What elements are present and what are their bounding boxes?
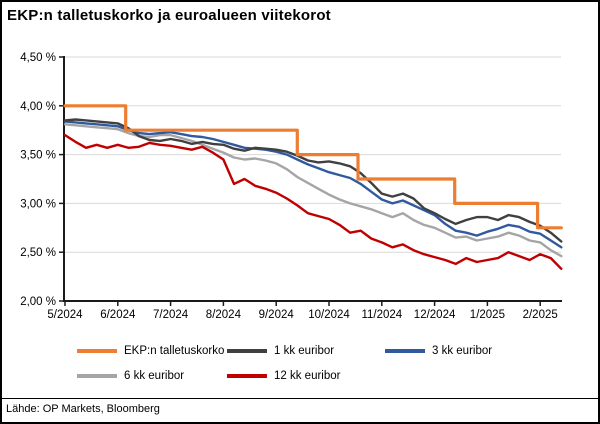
legend-line-swatch xyxy=(227,349,267,353)
y-tick-label: 2,00 % xyxy=(20,296,56,308)
legend-item-3-kk-euribor: 3 kk euribor xyxy=(385,345,492,357)
series-line-1-kk-euribor xyxy=(63,118,563,243)
series-line-3-kk-euribor xyxy=(63,120,563,249)
series-line-12-kk-euribor xyxy=(63,133,563,270)
x-tick-label: 5/2024 xyxy=(47,309,83,321)
legend-item-12-kk-euribor: 12 kk euribor xyxy=(227,370,340,382)
y-tick-label: 3,50 % xyxy=(20,150,56,162)
legend-label: EKP:n talletuskorko xyxy=(124,345,225,357)
y-tick-label: 4,00 % xyxy=(20,101,56,113)
x-tick-label: 2/2025 xyxy=(523,309,558,321)
series-line-ekp-n-talletuskorko xyxy=(63,104,563,230)
x-tick-label: 11/2024 xyxy=(361,309,402,321)
legend-label: 3 kk euribor xyxy=(432,345,493,357)
legend-line-swatch xyxy=(77,349,117,353)
x-tick-label: 10/2024 xyxy=(308,309,350,321)
legend-item-1-kk-euribor: 1 kk euribor xyxy=(227,345,334,357)
source-footer: Lähde: OP Markets, Bloomberg xyxy=(2,398,598,422)
series-line-6-kk-euribor xyxy=(63,123,563,258)
y-tick-label: 3,00 % xyxy=(20,198,56,210)
line-chart: 4,50 % 4,00 % 3,50 % 3,00 % 2,50 % 2,00 %5/20… xyxy=(20,52,563,321)
legend-line-swatch xyxy=(77,374,117,378)
x-tick-label: 1/2025 xyxy=(470,309,505,321)
legend-item-6-kk-euribor: 6 kk euribor xyxy=(77,370,184,382)
legend-line-swatch xyxy=(227,374,267,378)
y-tick-label: 4,50 % xyxy=(20,52,56,64)
y-axis-labels: 4,50 % 4,00 % 3,50 % 3,00 % 2,50 % 2,00 % xyxy=(20,52,64,308)
x-tick-label: 7/2024 xyxy=(153,309,189,321)
legend-label: 6 kk euribor xyxy=(124,370,185,382)
legend-label: 12 kk euribor xyxy=(274,370,341,382)
x-tick-label: 12/2024 xyxy=(414,309,456,321)
legend-line-swatch xyxy=(385,349,425,353)
x-axis-labels: 5/2024 6/2024 7/2024 8/2024 9/2024 10/2024 11/… xyxy=(47,301,558,321)
x-tick-label: 8/2024 xyxy=(206,309,242,321)
legend-item-ekp-n-talletuskorko: EKP:n talletuskorko xyxy=(77,345,224,357)
x-tick-label: 9/2024 xyxy=(259,309,295,321)
legend-label: 1 kk euribor xyxy=(274,345,335,357)
x-tick-label: 6/2024 xyxy=(100,309,136,321)
y-tick-label: 2,50 % xyxy=(20,247,56,259)
source-text: Lähde: OP Markets, Bloomberg xyxy=(6,403,160,415)
chart-title: EKP:n talletuskorko ja euroalueen viitek… xyxy=(7,7,331,24)
